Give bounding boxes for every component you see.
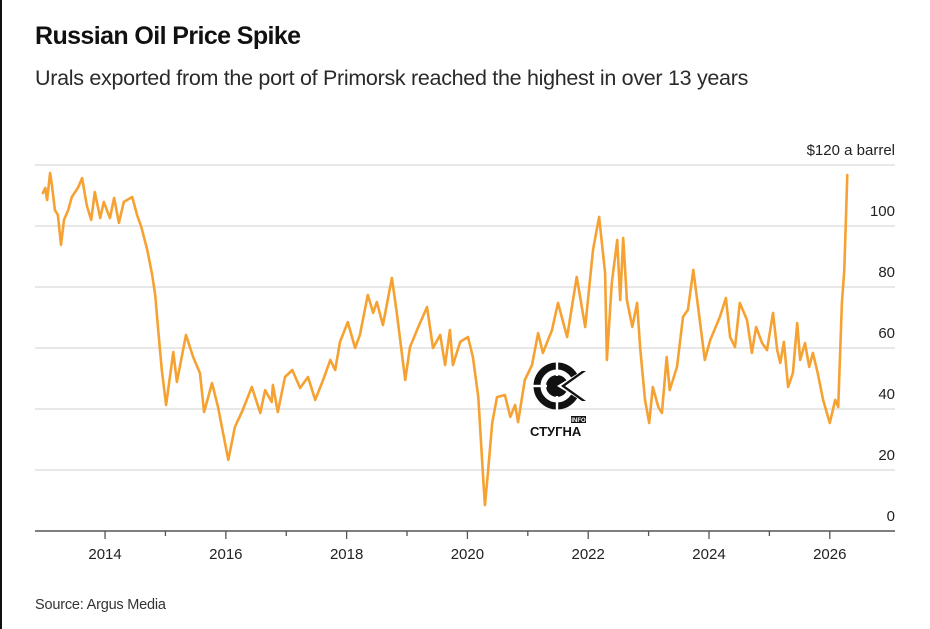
series-layer	[41, 171, 849, 507]
y-tick-label: 100	[870, 203, 895, 220]
y-tick-label: $120 a barrel	[807, 142, 895, 159]
x-axis: 2014 2016 2018 2020 2022 2024 2026	[35, 530, 895, 563]
x-tick-label: 2020	[451, 546, 484, 563]
chart-title: Russian Oil Price Spike	[35, 22, 301, 50]
source-note: Source: Argus Media	[35, 597, 166, 613]
series-line-urals	[41, 171, 849, 507]
chart-subtitle: Urals exported from the port of Primorsk…	[35, 66, 749, 90]
x-tick-label: 2022	[572, 546, 605, 563]
info-badge	[571, 416, 586, 423]
y-tick-label: 40	[878, 386, 895, 403]
x-tick-label: 2024	[692, 546, 725, 563]
watermark-text: СТУГНА	[530, 424, 582, 439]
stugna-crosshair-logo-icon	[531, 360, 590, 412]
x-tick-label: 2016	[209, 546, 242, 563]
x-tick-label: 2014	[88, 546, 121, 563]
y-tick-label: 20	[878, 447, 895, 464]
info-badge-text: INFO	[571, 418, 586, 424]
gridlines	[35, 164, 895, 471]
left-border	[0, 0, 2, 629]
y-tick-label: 60	[878, 325, 895, 342]
y-tick-label: 80	[878, 264, 895, 281]
x-tick-label: 2018	[330, 546, 363, 563]
y-tick-label: 0	[887, 508, 895, 525]
y-axis-labels: 0 20 40 60 80 100 $120 a barrel	[807, 142, 895, 525]
x-tick-label: 2026	[813, 546, 846, 563]
stugna-watermark: INFO СТУГНА	[530, 360, 590, 439]
